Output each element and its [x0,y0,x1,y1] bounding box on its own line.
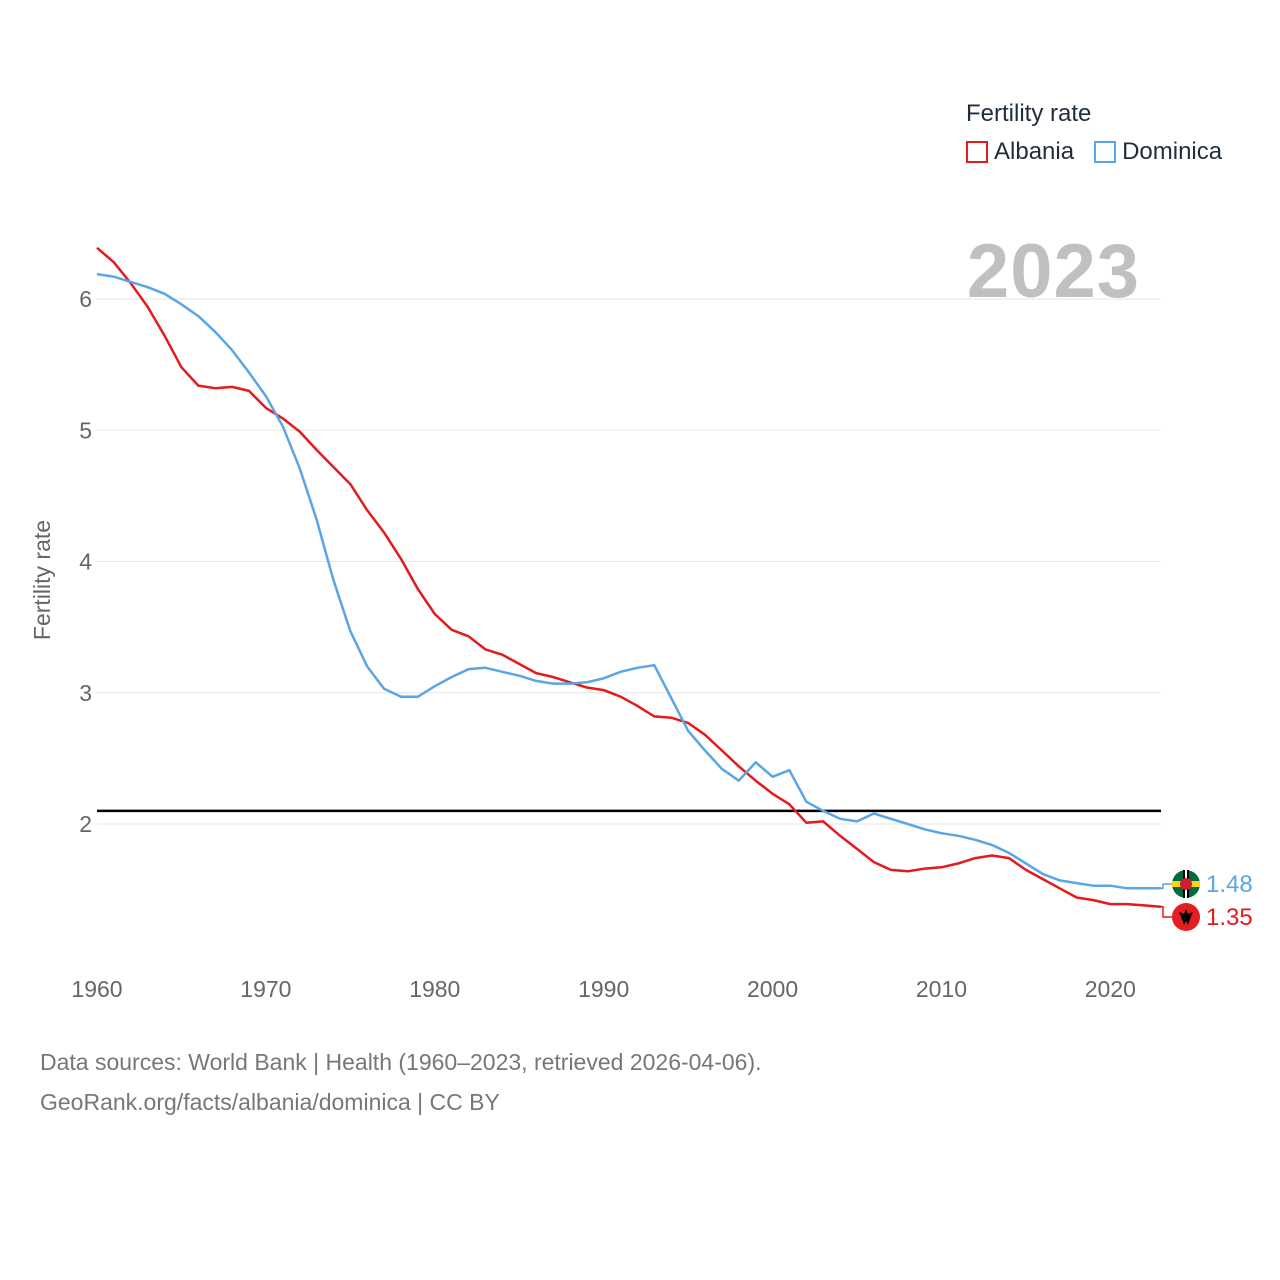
footer: Data sources: World Bank | Health (1960–… [40,1042,762,1122]
series-line-dominica [96,272,1161,890]
year-label: 2023 [966,229,1140,314]
series-lines [96,246,1162,908]
axis-labels: 2 3 4 5 6 1960 1970 1980 1990 2000 2010 2020 [71,286,1136,1002]
x-tick-label: 1970 [240,976,291,1002]
end-markers: 1.35 1.48 [1161,870,1253,931]
end-value-label-dominica: 1.48 [1206,871,1253,898]
series-line-albania [96,246,1162,908]
connector-dominica [1161,883,1172,890]
x-tick-label: 2000 [747,976,798,1002]
x-tick-label: 1990 [578,976,629,1002]
connector-albania [1161,905,1172,918]
legend: Fertility rate Albania Dominica [966,100,1222,166]
x-tick-label: 2020 [1085,976,1136,1002]
albania-swatch [966,141,988,163]
dominica-swatch [1094,141,1117,163]
grid-lines [97,298,1161,825]
end-value-label-albania: 1.35 [1206,904,1253,931]
y-tick-label: 2 [79,811,92,837]
data-sources-line: Data sources: World Bank | Health (1960–… [40,1049,762,1075]
legend-item-dominica[interactable]: Dominica [1094,138,1222,166]
legend-item-albania[interactable]: Albania [966,138,1074,166]
x-tick-label: 1980 [409,976,460,1002]
dominica-flag-icon [1172,870,1200,898]
legend-label-dominica: Dominica [1122,138,1223,165]
x-tick-label: 1960 [71,976,122,1002]
x-tick-label: 2010 [916,976,967,1002]
y-tick-label: 5 [79,417,92,443]
legend-title: Fertility rate [966,100,1092,127]
y-axis-label: Fertility rate [29,520,55,640]
y-tick-label: 3 [79,680,92,706]
albania-flag-icon [1172,903,1200,931]
legend-label-albania: Albania [994,138,1075,165]
source-url-line[interactable]: GeoRank.org/facts/albania/dominica | CC … [40,1089,500,1115]
y-tick-label: 4 [79,549,92,575]
y-tick-label: 6 [79,286,92,312]
